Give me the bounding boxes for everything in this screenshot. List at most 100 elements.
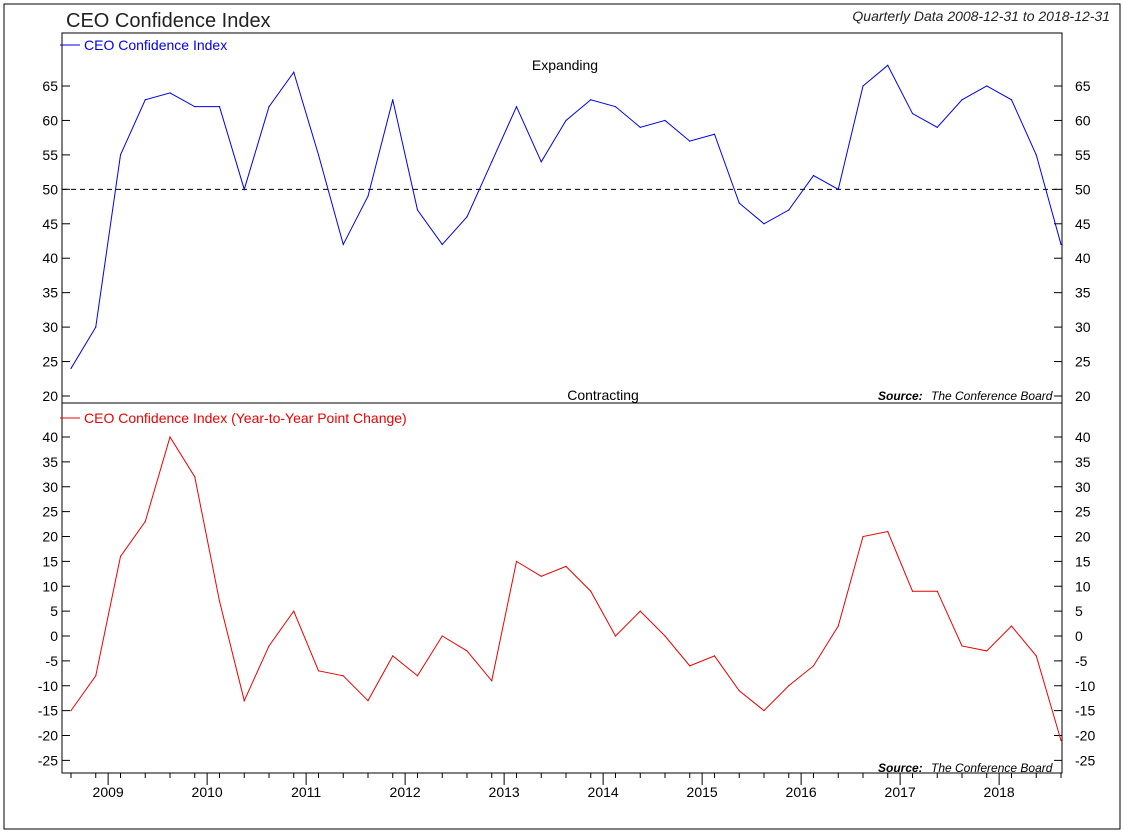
top-y-right-tick-label: 25 xyxy=(1075,354,1091,370)
top-data-point xyxy=(243,188,245,190)
bottom-data-point xyxy=(119,555,122,558)
x-year-label: 2013 xyxy=(489,784,520,800)
bottom-y-left-tick-label: -10 xyxy=(38,678,58,694)
bottom-data-point xyxy=(565,565,567,567)
bottom-y-right-tick-label: -15 xyxy=(1075,703,1095,719)
top-data-point xyxy=(416,209,419,211)
bottom-data-point xyxy=(293,610,295,612)
bottom-axes: -25 -25 -20 -20 -15 -15 -10 -10 -5 -5 0 0 5 5 10 10 15 15… xyxy=(38,429,1096,768)
top-y-right-tick-label: 20 xyxy=(1075,388,1091,404)
top-data-point xyxy=(911,112,914,115)
bottom-legend-label: CEO Confidence Index (Year-to-Year Point… xyxy=(84,410,407,426)
x-year-label: 2012 xyxy=(390,784,421,800)
top-source-label: Source: xyxy=(878,389,923,403)
top-data-point xyxy=(1060,243,1062,246)
bottom-data-point xyxy=(788,685,790,687)
bottom-data-point xyxy=(1035,655,1037,657)
bottom-y-left-tick-label: -20 xyxy=(38,728,58,744)
bottom-data-point xyxy=(218,600,221,602)
bottom-y-right-tick-label: 35 xyxy=(1075,454,1091,470)
top-y-right-tick-label: 55 xyxy=(1075,147,1091,163)
top-axes: 20 20 25 25 30 30 35 35 40 40 45 45 50 50 55 55 60 60 65 65 xyxy=(42,78,1090,404)
bottom-y-right-tick-label: -20 xyxy=(1075,728,1095,744)
top-data-point xyxy=(70,367,72,370)
top-y-left-tick-label: 55 xyxy=(42,147,58,163)
top-data-point xyxy=(887,64,889,66)
top-data-point xyxy=(119,154,122,156)
top-data-point xyxy=(639,126,641,128)
chart-subtitle: Quarterly Data 2008-12-31 to 2018-12-31 xyxy=(852,8,1110,24)
bottom-data-point xyxy=(986,650,988,652)
bottom-source-label: Source: xyxy=(878,761,923,775)
top-data-point xyxy=(144,99,146,101)
bottom-y-right-tick-label: 40 xyxy=(1075,429,1091,445)
bottom-data-point xyxy=(268,645,270,647)
bottom-data-point xyxy=(887,530,889,533)
x-year-label: 2011 xyxy=(291,784,321,800)
bottom-data-point xyxy=(317,670,320,672)
top-y-right-tick-label: 30 xyxy=(1075,319,1091,335)
top-y-left-tick-label: 30 xyxy=(42,319,58,335)
top-series xyxy=(70,64,1062,370)
bottom-y-right-tick-label: -25 xyxy=(1075,752,1095,768)
top-y-left-tick-label: 65 xyxy=(42,78,58,94)
bottom-data-point xyxy=(713,655,716,657)
bottom-data-point xyxy=(689,665,691,667)
top-y-right-tick-label: 45 xyxy=(1075,216,1091,232)
bottom-data-point xyxy=(540,575,542,577)
top-y-left-tick-label: 50 xyxy=(42,181,58,197)
bottom-series-line xyxy=(70,435,1062,741)
x-year-label: 2018 xyxy=(984,784,1015,800)
contracting-annotation: Contracting xyxy=(567,387,639,403)
bottom-data-point xyxy=(961,645,963,647)
bottom-panel-frame xyxy=(61,402,1063,774)
top-data-point xyxy=(788,209,790,211)
bottom-y-right-tick-label: 15 xyxy=(1075,553,1091,569)
bottom-data-point xyxy=(367,700,369,702)
top-data-point xyxy=(194,106,196,108)
top-source-text: The Conference Board xyxy=(931,389,1053,403)
chart-title: CEO Confidence Index xyxy=(66,10,271,32)
top-data-point xyxy=(466,216,468,218)
bottom-data-point xyxy=(70,710,72,712)
bottom-y-right-tick-label: 10 xyxy=(1075,578,1091,594)
top-y-right-tick-label: 40 xyxy=(1075,250,1091,266)
top-y-left-tick-label: 45 xyxy=(42,216,58,232)
top-data-point xyxy=(664,119,666,122)
bottom-data-point xyxy=(936,590,938,592)
top-data-point xyxy=(540,161,542,163)
bottom-data-point xyxy=(911,590,914,592)
top-y-left-tick-label: 60 xyxy=(42,112,58,128)
top-y-right-tick-label: 65 xyxy=(1075,78,1091,94)
top-data-point xyxy=(367,195,369,197)
top-data-point xyxy=(812,174,815,177)
top-y-right-tick-label: 60 xyxy=(1075,112,1091,128)
bottom-y-left-tick-label: 5 xyxy=(50,603,58,619)
bottom-y-left-tick-label: -25 xyxy=(38,752,58,768)
bottom-source-text: The Conference Board xyxy=(931,761,1053,775)
top-series-line xyxy=(70,64,1062,369)
x-year-label: 2015 xyxy=(687,784,718,800)
bottom-data-point xyxy=(862,535,864,538)
bottom-series xyxy=(70,435,1062,742)
top-data-point xyxy=(441,243,443,246)
bottom-y-right-tick-label: 5 xyxy=(1075,603,1083,619)
bottom-data-point xyxy=(763,710,765,712)
bottom-data-point xyxy=(491,680,493,682)
x-axis: 2009 2010 2011 2012 2013 2014 2015 2016 2017 2018 xyxy=(70,773,1062,800)
top-data-point xyxy=(763,223,765,225)
top-data-point xyxy=(293,71,295,73)
bottom-data-point xyxy=(664,635,666,637)
bottom-y-right-tick-label: 30 xyxy=(1075,479,1091,495)
top-panel-frame xyxy=(61,32,1063,404)
expanding-annotation: Expanding xyxy=(532,57,598,73)
top-data-point xyxy=(491,161,493,163)
top-data-point xyxy=(1010,99,1013,101)
top-data-point xyxy=(95,326,97,328)
top-data-point xyxy=(342,243,344,246)
top-data-point xyxy=(169,92,171,94)
bottom-y-left-tick-label: 25 xyxy=(42,504,58,520)
x-year-label: 2009 xyxy=(93,784,124,800)
bottom-y-left-tick-label: 15 xyxy=(42,553,58,569)
